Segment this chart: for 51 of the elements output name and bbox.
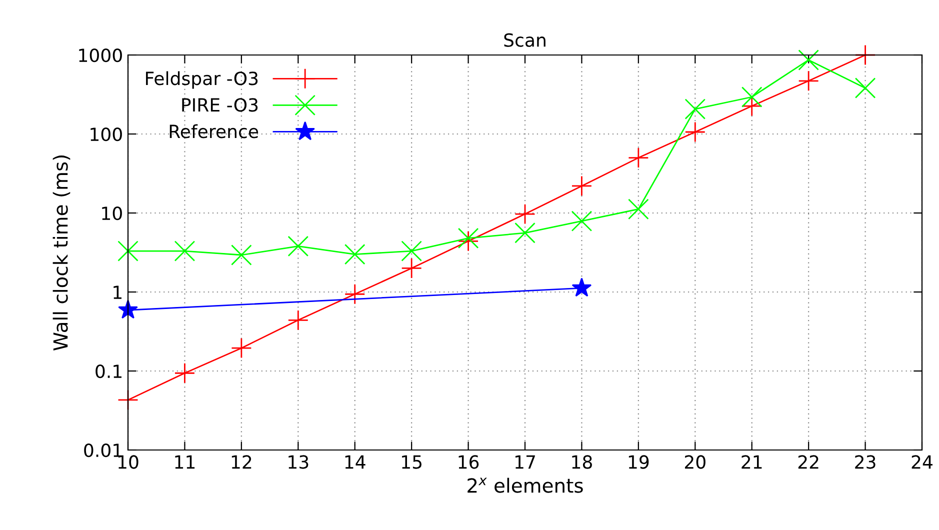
point: [571, 176, 592, 196]
point: [628, 198, 649, 220]
x-tick-label: 24: [912, 455, 932, 469]
x-tick-label: 22: [798, 455, 818, 469]
y-tick-label: 10: [102, 206, 122, 220]
point: [514, 204, 536, 224]
point: [514, 222, 536, 244]
point: [571, 210, 592, 232]
point: [798, 50, 819, 70]
point: [288, 310, 309, 331]
point: [174, 362, 196, 384]
point: [174, 240, 196, 262]
point: [684, 122, 706, 142]
x-tick-label: 10: [118, 455, 138, 469]
x-tick-label: 18: [572, 455, 592, 469]
legend-label: PIRE -O3: [182, 98, 258, 112]
x-tick-label: 17: [515, 455, 535, 469]
y-tick-label: 1: [114, 286, 122, 299]
point: [118, 240, 138, 262]
x-tick-label: 13: [288, 455, 308, 469]
point: [684, 98, 706, 120]
x-tick-label: 21: [742, 455, 762, 469]
x-tick-label: 11: [175, 455, 195, 469]
x-axis-title: 2$^{x}$ elements: [468, 478, 583, 493]
x-tick-label: 20: [684, 455, 706, 469]
point: [741, 86, 762, 108]
point: [401, 258, 422, 279]
point: [572, 278, 592, 297]
point: [854, 78, 876, 98]
x-tick-label: 19: [628, 455, 649, 469]
y-tick-label: 0.01: [84, 443, 122, 458]
point: [288, 236, 309, 257]
y-tick-label: 1000: [79, 48, 122, 62]
y-tick-label: 0.1: [96, 364, 122, 378]
point: [344, 284, 366, 305]
point: [231, 338, 252, 359]
x-tick-label: 12: [232, 455, 252, 469]
x-tick-label: 16: [458, 455, 479, 469]
y-axis-title: Wall clock time (ms): [52, 155, 70, 351]
chart-title: Scan: [504, 33, 546, 47]
point: [798, 70, 819, 92]
point: [231, 244, 252, 266]
x-tick-label: 14: [345, 455, 366, 469]
y-tick-label: 100: [90, 127, 122, 142]
legend-label: Feldspar -O3: [146, 71, 258, 89]
x-tick-label: 23: [855, 455, 876, 469]
x-tick-label: 15: [402, 455, 422, 469]
legend-label: Reference: [170, 124, 258, 138]
point: [401, 240, 422, 262]
point: [628, 147, 649, 168]
point: [344, 244, 366, 265]
